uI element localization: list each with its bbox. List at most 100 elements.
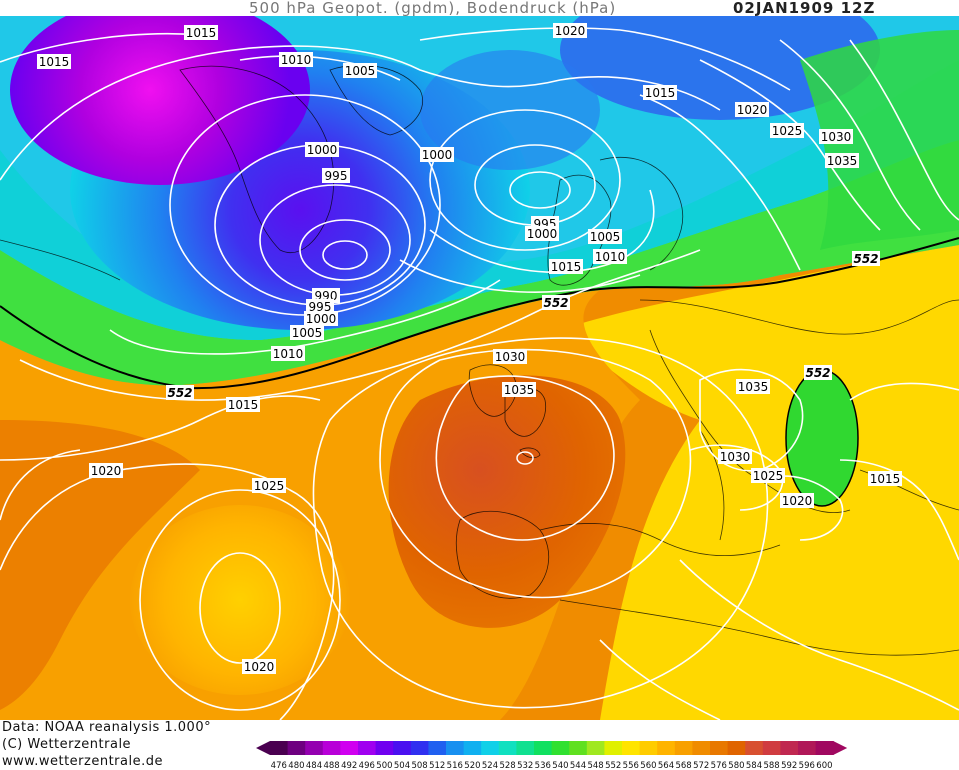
svg-text:1000: 1000 bbox=[307, 143, 338, 157]
legend-tick-label: 536 bbox=[535, 761, 551, 770]
isobar-label: 1035 bbox=[502, 382, 536, 397]
isobar-label: 1010 bbox=[271, 346, 305, 361]
legend-tick-label: 476 bbox=[271, 761, 287, 770]
copyright-credit: (C) Wetterzentrale bbox=[2, 737, 132, 752]
svg-text:1015: 1015 bbox=[39, 55, 70, 69]
isobar-label: 1015 bbox=[868, 471, 902, 486]
legend-tick-label: 588 bbox=[763, 761, 779, 770]
svg-text:1035: 1035 bbox=[827, 154, 858, 168]
legend-swatch bbox=[534, 741, 553, 755]
isobar-label: 1030 bbox=[819, 129, 853, 144]
contour-label-552: 552 bbox=[542, 295, 570, 310]
svg-text:552: 552 bbox=[853, 252, 878, 266]
isobar-label: 1010 bbox=[593, 249, 627, 264]
legend-tick-label: 500 bbox=[376, 761, 392, 770]
isobar-label: 1030 bbox=[718, 449, 752, 464]
legend-tick-label: 548 bbox=[587, 761, 603, 770]
isobar-label: 1020 bbox=[735, 102, 769, 117]
legend-tick-label: 572 bbox=[693, 761, 709, 770]
isobar-label: 1005 bbox=[290, 325, 324, 340]
legend-swatch bbox=[780, 741, 799, 755]
svg-text:1000: 1000 bbox=[306, 312, 337, 326]
isobar-label: 1035 bbox=[825, 153, 859, 168]
isobar-label: 1005 bbox=[588, 229, 622, 244]
isobar-label: 995 bbox=[322, 168, 350, 183]
isobar-label: 1010 bbox=[279, 52, 313, 67]
svg-text:1005: 1005 bbox=[590, 230, 621, 244]
legend-tick-label: 516 bbox=[447, 761, 463, 770]
legend-tick-label: 488 bbox=[323, 761, 339, 770]
legend-tick-label: 528 bbox=[499, 761, 515, 770]
svg-text:1015: 1015 bbox=[645, 86, 676, 100]
isobar-label: 1025 bbox=[751, 468, 785, 483]
legend-tick-label: 600 bbox=[816, 761, 832, 770]
legend-swatch bbox=[428, 741, 447, 755]
legend-tick-label: 580 bbox=[728, 761, 744, 770]
isobar-label: 1025 bbox=[252, 478, 286, 493]
isobar-label: 1005 bbox=[343, 63, 377, 78]
svg-text:1005: 1005 bbox=[292, 326, 323, 340]
svg-text:1000: 1000 bbox=[527, 227, 558, 241]
legend-tick-label: 584 bbox=[746, 761, 762, 770]
color-scale-legend: 476 480 484 488 492 496 500 504 508 512 516 520 524 5… bbox=[256, 741, 848, 770]
map-svg: 1015 1015 1010 1005 1020 1015 1020 1025 … bbox=[0, 16, 959, 720]
legend-swatch bbox=[410, 741, 429, 755]
coastlines bbox=[0, 64, 959, 656]
legend-tick-label: 544 bbox=[570, 761, 586, 770]
legend-tick-label: 576 bbox=[711, 761, 727, 770]
legend-swatch bbox=[604, 741, 623, 755]
geopotential-552-contour bbox=[0, 237, 959, 390]
isobar-label: 1030 bbox=[493, 349, 527, 364]
legend-swatch bbox=[674, 741, 693, 755]
svg-text:1030: 1030 bbox=[821, 130, 852, 144]
legend-swatch bbox=[516, 741, 535, 755]
legend-swatch bbox=[287, 741, 306, 755]
legend-swatch bbox=[393, 741, 412, 755]
legend-tick-label: 496 bbox=[359, 761, 375, 770]
svg-text:1030: 1030 bbox=[495, 350, 526, 364]
svg-text:1025: 1025 bbox=[772, 124, 803, 138]
legend-swatch bbox=[762, 741, 781, 755]
west-orange bbox=[0, 420, 200, 710]
deep-low-core bbox=[10, 16, 310, 185]
legend-tick-label: 552 bbox=[605, 761, 621, 770]
legend-swatch bbox=[322, 741, 341, 755]
map-title: 500 hPa Geopot. (gpdm), Bodendruck (hPa) bbox=[249, 0, 617, 17]
legend-swatch bbox=[657, 741, 676, 755]
legend-arrow-left bbox=[256, 741, 270, 755]
subtropical-high bbox=[130, 505, 350, 695]
isobar-label: 1020 bbox=[780, 493, 814, 508]
isobar-label: 1015 bbox=[643, 85, 677, 100]
cyan-band bbox=[0, 60, 959, 340]
isobar-label: 995 bbox=[306, 299, 334, 314]
legend-tick-label: 484 bbox=[306, 761, 322, 770]
svg-text:1035: 1035 bbox=[738, 380, 769, 394]
svg-text:1020: 1020 bbox=[555, 24, 586, 38]
legend-swatch bbox=[710, 741, 729, 755]
north-east-low bbox=[560, 16, 880, 120]
contour-label-552: 552 bbox=[166, 385, 194, 400]
legend-swatch bbox=[358, 741, 377, 755]
svg-text:1010: 1010 bbox=[281, 53, 312, 67]
isobar-label: 1015 bbox=[184, 25, 218, 40]
website-credit: www.wetterzentrale.de bbox=[2, 754, 163, 769]
map-date: 02JAN1909 12Z bbox=[733, 0, 876, 17]
svg-text:1020: 1020 bbox=[91, 464, 122, 478]
legend-tick-label: 512 bbox=[429, 761, 445, 770]
legend-tick-label: 564 bbox=[658, 761, 674, 770]
legend-tick-label: 480 bbox=[288, 761, 304, 770]
svg-text:1015: 1015 bbox=[551, 260, 582, 274]
legend-swatch bbox=[745, 741, 764, 755]
header: 500 hPa Geopot. (gpdm), Bodendruck (hPa)… bbox=[0, 0, 959, 17]
legend-tick-label: 540 bbox=[552, 761, 568, 770]
isobar-label: 1015 bbox=[226, 397, 260, 412]
svg-text:1015: 1015 bbox=[228, 398, 259, 412]
svg-text:995: 995 bbox=[325, 169, 348, 183]
legend-swatch bbox=[569, 741, 588, 755]
svg-text:1020: 1020 bbox=[244, 660, 275, 674]
legend-tick-label: 504 bbox=[394, 761, 410, 770]
legend-tick-label: 560 bbox=[640, 761, 656, 770]
legend-swatch bbox=[551, 741, 570, 755]
isobar-label: 1000 bbox=[525, 226, 559, 241]
svg-text:1025: 1025 bbox=[753, 469, 784, 483]
